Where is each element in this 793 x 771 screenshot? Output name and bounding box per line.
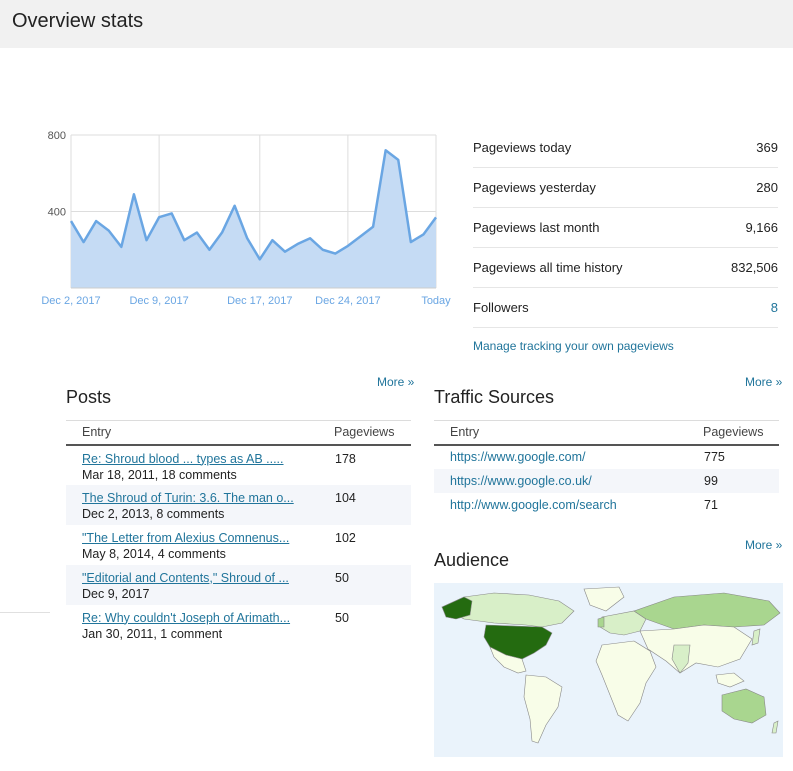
- x-tick-label: Dec 17, 2017: [227, 295, 292, 307]
- map-uk[interactable]: [597, 616, 605, 628]
- map-australia[interactable]: [721, 688, 767, 724]
- stat-label: Pageviews all time history: [473, 260, 623, 275]
- stat-label: Pageviews today: [473, 140, 572, 155]
- map-mexico[interactable]: [489, 646, 527, 674]
- post-pageviews: 50: [334, 564, 411, 605]
- page-title: Overview stats: [12, 10, 144, 32]
- x-tick-label: Dec 24, 2017: [315, 295, 380, 307]
- audience-title: Audience: [434, 550, 510, 570]
- stat-value: 9,166: [745, 220, 778, 235]
- x-tick-label: Today: [421, 295, 451, 307]
- map-africa[interactable]: [595, 640, 657, 722]
- table-row: The Shroud of Turin: 3.6. The man o... D…: [66, 484, 411, 525]
- traffic-source-link[interactable]: http://www.google.com/search: [450, 497, 617, 512]
- post-meta: Dec 9, 2017: [82, 586, 150, 601]
- post-title-link[interactable]: The Shroud of Turin: 3.6. The man o...: [82, 490, 294, 505]
- stat-value: 832,506: [731, 260, 778, 275]
- stat-value: 369: [756, 140, 778, 155]
- post-title-link[interactable]: Re: Why couldn't Joseph of Arimath...: [82, 610, 291, 625]
- posts-more-link[interactable]: More »: [377, 375, 415, 389]
- post-title-link[interactable]: "The Letter from Alexius Comnenus...: [82, 530, 290, 545]
- map-alaska[interactable]: [441, 596, 473, 620]
- traffic-pageviews: 99: [703, 468, 779, 493]
- post-pageviews: 178: [335, 451, 356, 466]
- audience-world-map[interactable]: [434, 583, 783, 757]
- post-meta: Jan 30, 2011, 1 comment: [82, 626, 223, 641]
- stat-pageviews-today: Pageviews today 369: [473, 128, 778, 168]
- table-row: Re: Why couldn't Joseph of Arimath... Ja…: [66, 605, 411, 645]
- divider: [0, 612, 50, 613]
- pageviews-line: [69, 149, 438, 261]
- stat-label: Pageviews last month: [473, 220, 600, 235]
- x-tick-label: Dec 2, 2017: [41, 295, 100, 307]
- stat-label: Followers: [473, 300, 529, 315]
- map-india[interactable]: [671, 644, 691, 674]
- map-greenland[interactable]: [583, 586, 625, 612]
- map-southeast-asia[interactable]: [715, 672, 745, 688]
- post-meta: Dec 2, 2013, 8 comments: [82, 506, 225, 521]
- traffic-pageviews: 71: [704, 497, 718, 512]
- stat-pageviews-yesterday: Pageviews yesterday 280: [473, 168, 778, 208]
- traffic-source-link[interactable]: https://www.google.com/: [450, 450, 586, 464]
- table-row: "The Letter from Alexius Comnenus... May…: [66, 525, 411, 565]
- table-row: Re: Shroud blood ... types as AB ..... M…: [66, 445, 411, 485]
- pageviews-chart: 800 400 Dec 2, 2017 Dec 9, 2017 Dec 17, 2017…: [41, 130, 451, 307]
- stat-pageviews-all-time: Pageviews all time history 832,506: [473, 248, 778, 288]
- post-pageviews: 104: [334, 484, 411, 525]
- map-usa[interactable]: [483, 624, 553, 660]
- table-row: "Editorial and Contents," Shroud of ... …: [66, 564, 411, 605]
- map-new-zealand[interactable]: [771, 720, 779, 734]
- stat-pageviews-last-month: Pageviews last month 9,166: [473, 208, 778, 248]
- post-pageviews: 102: [335, 530, 356, 545]
- posts-title: Posts: [66, 387, 112, 407]
- post-title-link[interactable]: "Editorial and Contents," Shroud of ...: [82, 570, 289, 585]
- column-header-entry: Entry: [434, 420, 703, 446]
- table-row: https://www.google.com/ 775: [434, 445, 779, 469]
- y-tick-label: 400: [48, 207, 66, 219]
- map-russia[interactable]: [633, 592, 781, 630]
- column-header-pageviews: Pageviews: [703, 420, 779, 446]
- y-tick-label: 800: [48, 130, 66, 142]
- stats-panel: Pageviews today 369 Pageviews yesterday …: [473, 128, 778, 328]
- map-asia[interactable]: [639, 624, 753, 674]
- table-row: http://www.google.com/search 71: [434, 493, 779, 517]
- post-meta: Mar 18, 2011, 18 comments: [82, 467, 237, 482]
- stat-value: 280: [756, 180, 778, 195]
- map-south-america[interactable]: [523, 674, 563, 744]
- manage-tracking-link[interactable]: Manage tracking your own pageviews: [473, 339, 674, 353]
- x-tick-label: Dec 9, 2017: [129, 295, 188, 307]
- traffic-more-link[interactable]: More »: [745, 375, 783, 389]
- followers-link[interactable]: 8: [770, 300, 778, 315]
- pageviews-area: [71, 150, 436, 288]
- column-header-entry: Entry: [66, 420, 334, 446]
- post-title-link[interactable]: Re: Shroud blood ... types as AB .....: [82, 451, 284, 466]
- post-meta: May 8, 2014, 4 comments: [82, 546, 226, 561]
- traffic-source-link[interactable]: https://www.google.co.uk/: [434, 468, 703, 493]
- audience-more-link[interactable]: More »: [745, 538, 783, 552]
- traffic-pageviews: 775: [704, 450, 725, 464]
- stat-followers: Followers 8: [473, 288, 778, 328]
- stat-label: Pageviews yesterday: [473, 180, 596, 195]
- map-canada[interactable]: [441, 592, 575, 628]
- map-japan[interactable]: [751, 628, 761, 646]
- column-header-pageviews: Pageviews: [334, 420, 411, 446]
- page-header: Overview stats: [0, 0, 793, 48]
- table-row: https://www.google.co.uk/ 99: [434, 468, 779, 493]
- posts-table: Entry Pageviews Re: Shroud blood ... typ…: [66, 420, 411, 645]
- traffic-title: Traffic Sources: [434, 387, 555, 407]
- post-pageviews: 50: [335, 610, 349, 625]
- traffic-table: Entry Pageviews https://www.google.com/ …: [434, 420, 779, 517]
